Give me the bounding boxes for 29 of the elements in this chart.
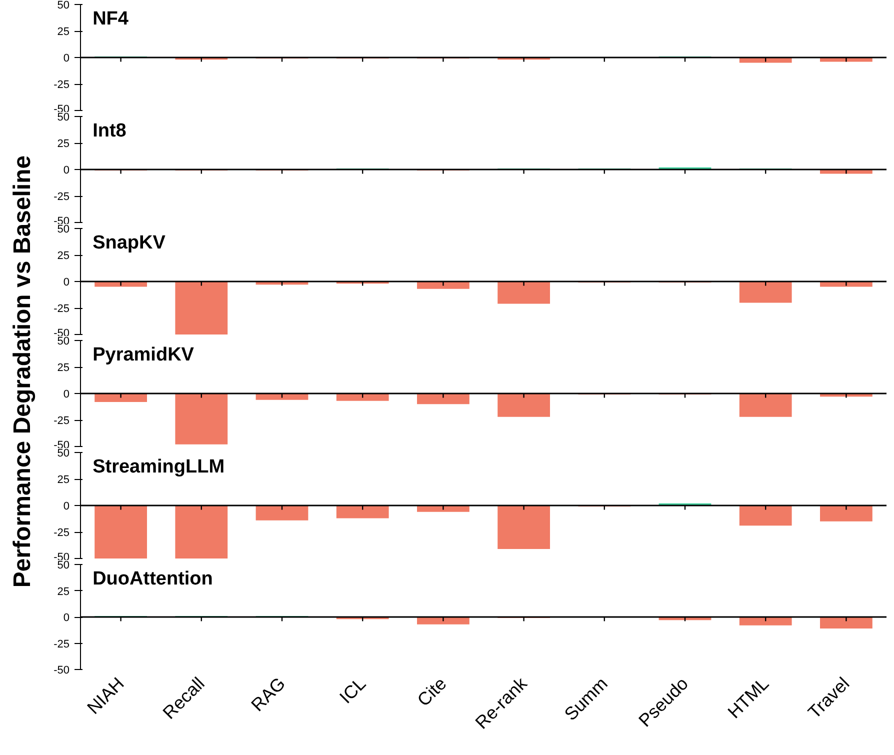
chart-title: SnapKV	[92, 232, 166, 254]
y-tick-label: 0	[63, 612, 70, 624]
y-tick-label: -25	[54, 415, 70, 427]
x-tick-label: ICL	[336, 673, 370, 708]
y-tick-label: -25	[54, 527, 70, 539]
y-tick-label: 0	[63, 500, 70, 512]
y-tick-label: 25	[57, 362, 70, 374]
y-tick-label: -50	[54, 664, 70, 676]
y-tick-label: 0	[63, 164, 70, 176]
y-tick-label: 25	[57, 26, 70, 38]
y-tick-label: 25	[57, 250, 70, 262]
y-tick-label: -25	[54, 638, 70, 650]
y-tick-label: 50	[57, 0, 70, 12]
y-tick-label: 0	[63, 276, 70, 288]
chart-title: StreamingLLM	[92, 456, 225, 478]
y-tick-label: 0	[63, 388, 70, 400]
x-tick-label: Cite	[413, 673, 450, 710]
y-axis-title: Performance Degradation vs Baseline	[9, 155, 36, 588]
y-tick-label: 0	[63, 52, 70, 64]
chart-title: Int8	[92, 120, 126, 142]
chart-title: NF4	[92, 8, 129, 30]
y-tick-label: -25	[54, 303, 70, 315]
chart-title: DuoAttention	[92, 568, 213, 590]
y-tick-label: 25	[57, 586, 70, 598]
y-tick-label: -25	[54, 191, 70, 203]
y-tick-label: -25	[54, 79, 70, 91]
y-tick-label: 25	[57, 474, 70, 486]
chart-title: PyramidKV	[92, 344, 194, 366]
y-tick-label: 25	[57, 138, 70, 150]
